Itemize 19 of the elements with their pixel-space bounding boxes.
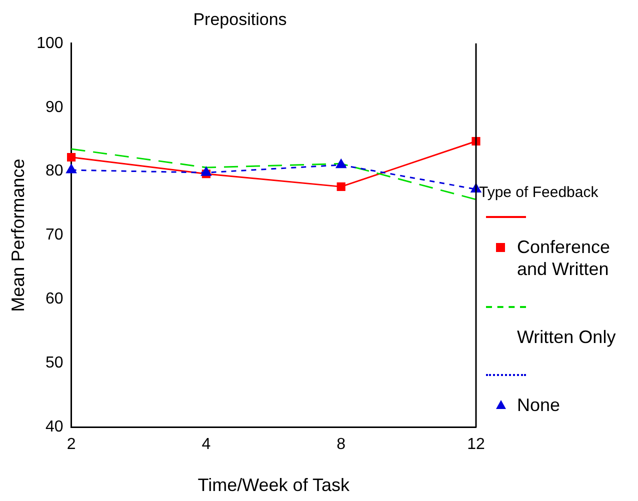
legend-title: Type of Feedback [479, 184, 598, 201]
y-tick-label: 90 [46, 98, 64, 116]
y-tick-label: 60 [46, 290, 64, 308]
legend-label: None [517, 394, 562, 416]
legend-label: Conference and Written [517, 236, 612, 280]
y-tick-label: 40 [46, 418, 64, 436]
y-axis-title: Mean Performance [8, 158, 28, 312]
x-tick-label: 2 [66, 436, 76, 454]
line-series [70, 148, 477, 200]
x-tick-label: 12 [467, 436, 485, 454]
x-tick-label: 4 [202, 436, 211, 454]
y-tick-label: 50 [46, 354, 64, 372]
legend-label: Written Only [517, 326, 617, 348]
y-tick-label: 70 [46, 226, 64, 244]
y-tick-label: 80 [46, 162, 64, 180]
y-tick-label: 100 [36, 34, 64, 52]
x-axis-title: Time/Week of Task [198, 475, 351, 496]
x-tick-label: 8 [336, 436, 346, 454]
chart-title: Prepositions [193, 10, 287, 29]
